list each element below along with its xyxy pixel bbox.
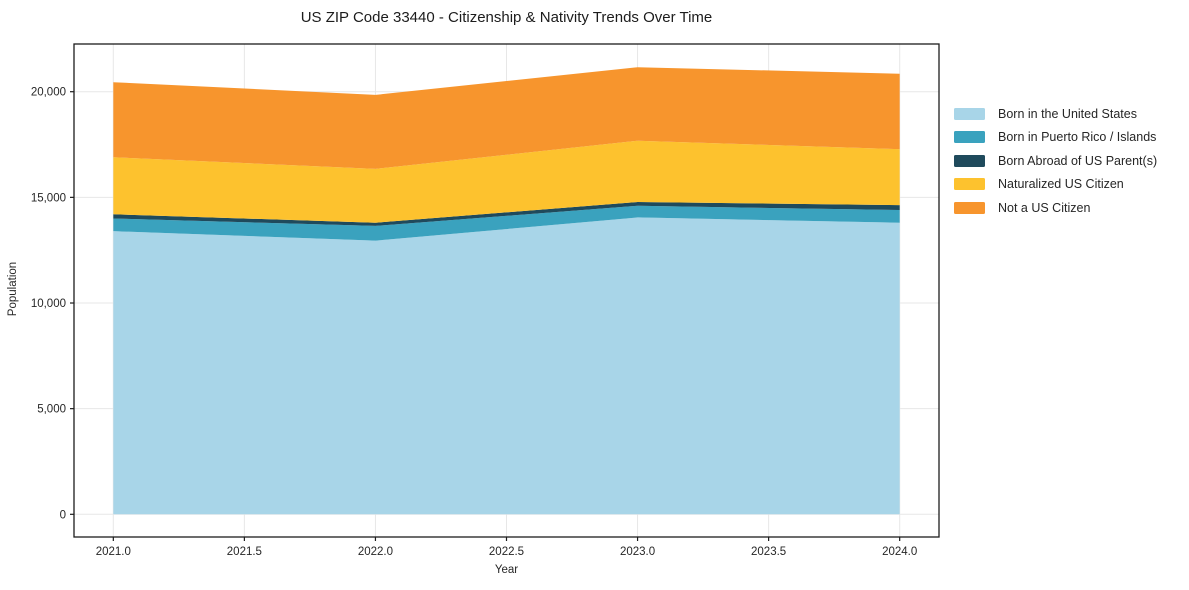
x-tick-label: 2023.0 bbox=[620, 546, 655, 558]
area-layer-not-a-us-citizen bbox=[113, 67, 900, 169]
legend-item-born-abroad-of-us-parents: Born Abroad of US Parent(s) bbox=[954, 149, 1157, 173]
area-layer-naturalized-us-citizen bbox=[113, 140, 900, 223]
legend-item-label: Born in Puerto Rico / Islands bbox=[998, 130, 1157, 145]
y-tick-label: 5,000 bbox=[37, 404, 66, 416]
x-tick-label: 2024.0 bbox=[882, 546, 917, 558]
y-tick-label: 0 bbox=[60, 509, 66, 521]
area-layer-born-in-the-united-states bbox=[113, 217, 900, 515]
y-tick-label: 20,000 bbox=[31, 87, 66, 99]
x-tick-label: 2023.5 bbox=[751, 546, 786, 558]
chart-title: US ZIP Code 33440 - Citizenship & Nativi… bbox=[300, 9, 713, 26]
x-tick-label: 2021.0 bbox=[96, 546, 131, 558]
legend-swatch-icon bbox=[954, 178, 985, 191]
y-tick-label: 15,000 bbox=[31, 192, 66, 204]
legend-swatch-icon bbox=[954, 107, 985, 120]
legend-item-label: Not a US Citizen bbox=[998, 200, 1091, 215]
area-layer-born-abroad-of-us-parent-s bbox=[113, 202, 900, 226]
legend-item-born-in-the-united-states: Born in the United States bbox=[954, 102, 1157, 126]
x-tick-label: 2022.5 bbox=[489, 546, 524, 558]
x-tick-label: 2021.5 bbox=[227, 546, 262, 558]
y-tick-label: 10,000 bbox=[31, 298, 66, 310]
legend-swatch-icon bbox=[954, 154, 985, 167]
legend-item-label: Born Abroad of US Parent(s) bbox=[998, 153, 1158, 168]
x-axis-label: Year bbox=[494, 564, 519, 576]
legend: Born in the United States Born in Puerto… bbox=[954, 102, 1157, 220]
legend-item-label: Naturalized US Citizen bbox=[998, 177, 1124, 192]
x-tick-label: 2022.0 bbox=[358, 546, 393, 558]
legend-swatch-icon bbox=[954, 131, 985, 144]
legend-swatch-icon bbox=[954, 201, 985, 214]
y-axis-label: Population bbox=[7, 261, 19, 317]
legend-item-label: Born in the United States bbox=[998, 106, 1137, 121]
area-layer-born-in-puerto-rico-islands bbox=[113, 205, 900, 241]
legend-item-not-a-us-citizen: Not a US Citizen bbox=[954, 196, 1157, 220]
legend-item-naturalized-us-citizen: Naturalized US Citizen bbox=[954, 173, 1157, 197]
legend-item-born-in-puerto-rico-islands: Born in Puerto Rico / Islands bbox=[954, 126, 1157, 150]
